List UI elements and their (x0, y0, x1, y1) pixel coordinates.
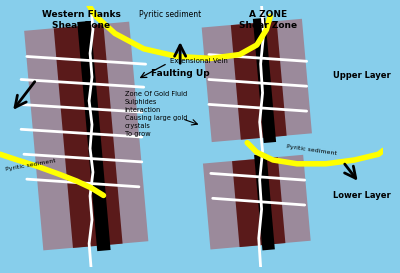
Bar (253, 18, 276, 143)
Bar (232, 157, 285, 247)
Text: Pyritic sediment: Pyritic sediment (286, 144, 337, 156)
Bar (203, 155, 311, 250)
Text: Lower Layer: Lower Layer (334, 191, 391, 200)
Text: A ZONE
Shear Zone: A ZONE Shear Zone (239, 10, 297, 30)
Text: Western Flanks
Shear Zone: Western Flanks Shear Zone (42, 10, 121, 30)
Text: Faulting Up: Faulting Up (151, 69, 210, 78)
Text: Extensional Vein: Extensional Vein (170, 58, 228, 64)
Text: Zone Of Gold Fluid
Sulphides
interaction
Causing large gold
crystals
To grow: Zone Of Gold Fluid Sulphides interaction… (124, 91, 187, 137)
Text: Pyritic sediment: Pyritic sediment (5, 158, 56, 172)
Bar (24, 22, 148, 250)
Bar (54, 24, 122, 248)
Text: Pyritic sediment: Pyritic sediment (140, 10, 202, 19)
Bar (77, 21, 111, 251)
Bar (254, 154, 275, 250)
Bar (231, 21, 287, 140)
Bar (202, 19, 312, 142)
Text: Upper Layer: Upper Layer (334, 71, 391, 80)
